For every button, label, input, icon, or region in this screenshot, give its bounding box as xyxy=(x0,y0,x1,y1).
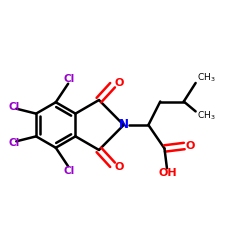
Text: Cl: Cl xyxy=(64,74,75,84)
Text: N: N xyxy=(119,118,129,132)
Text: Cl: Cl xyxy=(8,102,20,113)
Text: Cl: Cl xyxy=(64,166,75,176)
Text: OH: OH xyxy=(159,168,178,178)
Text: O: O xyxy=(114,78,124,88)
Text: Cl: Cl xyxy=(8,138,20,147)
Text: CH$_3$: CH$_3$ xyxy=(197,72,216,84)
Text: O: O xyxy=(185,141,194,151)
Text: CH$_3$: CH$_3$ xyxy=(197,110,216,122)
Text: O: O xyxy=(114,162,124,172)
